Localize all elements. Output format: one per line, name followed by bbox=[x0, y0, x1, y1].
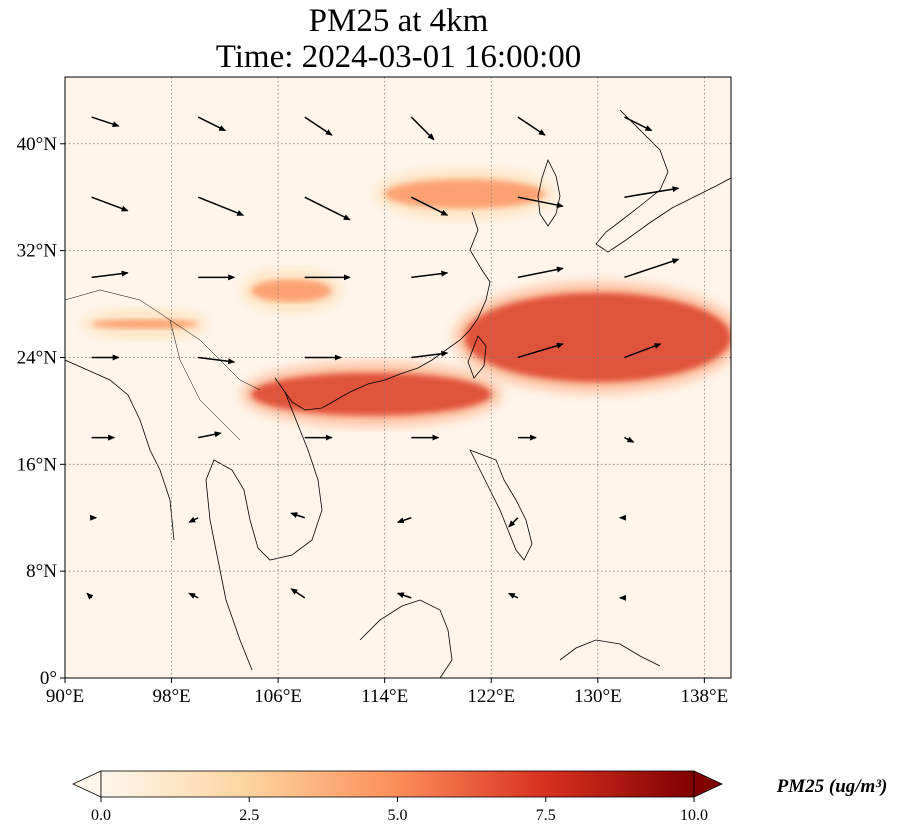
y-tick-label: 8°N bbox=[26, 561, 57, 582]
x-tick-label: 130°E bbox=[574, 686, 622, 707]
pm25-field bbox=[65, 77, 731, 678]
japan-coastline bbox=[595, 109, 731, 253]
y-axis-ticks: 0° 8°N 16°N 24°N 32°N 40°N bbox=[17, 134, 65, 689]
colorbar-tick-label: 7.5 bbox=[536, 807, 556, 824]
wind-arrow bbox=[91, 116, 120, 128]
borneo-coastline bbox=[359, 599, 453, 678]
y-tick-label: 40°N bbox=[17, 134, 58, 155]
x-axis-ticks: 90°E 98°E 106°E 114°E 122°E 130°E 138°E bbox=[46, 678, 728, 707]
pm25-plumes bbox=[81, 169, 731, 426]
wind-arrow bbox=[624, 116, 653, 132]
pm25-plume-core bbox=[251, 279, 332, 303]
x-tick-label: 106°E bbox=[254, 686, 302, 707]
wind-arrow bbox=[410, 116, 435, 141]
wind-arrow bbox=[91, 196, 129, 212]
y-tick-label: 32°N bbox=[17, 241, 58, 262]
colorbar-extend-min bbox=[72, 770, 102, 798]
wind-arrow bbox=[517, 266, 564, 279]
wind-arrow bbox=[517, 342, 564, 359]
x-tick-label: 138°E bbox=[681, 686, 729, 707]
wind-arrow bbox=[411, 270, 449, 279]
colorbar-ticks: 0.0 2.5 5.0 7.5 10.0 bbox=[91, 797, 708, 824]
colorbar-tick-label: 2.5 bbox=[239, 807, 259, 824]
colorbar-label: PM25 (ug/m³) bbox=[776, 776, 888, 797]
colorbar-gradient bbox=[100, 770, 695, 798]
pm25-plume-core bbox=[384, 179, 545, 209]
wind-arrow bbox=[290, 512, 305, 519]
coastlines bbox=[65, 109, 731, 678]
indochina-coastline bbox=[205, 391, 323, 671]
y-tick-label: 16°N bbox=[17, 454, 58, 475]
map-subtitle: Time: 2024-03-01 16:00:00 bbox=[215, 39, 582, 75]
map-title: PM25 at 4km bbox=[308, 3, 489, 39]
wind-vectors bbox=[86, 116, 680, 601]
wind-arrow bbox=[508, 517, 519, 528]
wind-arrow bbox=[197, 196, 245, 216]
wind-arrow bbox=[517, 116, 546, 136]
korea-coastline bbox=[537, 158, 561, 227]
wind-arrow bbox=[304, 116, 333, 136]
wind-arrow bbox=[188, 592, 199, 599]
myanmar-coastline bbox=[65, 359, 175, 541]
wind-arrow bbox=[197, 116, 227, 132]
colorbar-tick-label: 10.0 bbox=[680, 807, 708, 824]
colorbar: 0.0 2.5 5.0 7.5 10.0 PM25 (ug/m³) bbox=[72, 770, 888, 824]
wind-arrow bbox=[624, 258, 680, 279]
colorbar-tick-label: 0.0 bbox=[91, 807, 111, 824]
wind-arrow bbox=[86, 592, 94, 600]
pm25-plume-core bbox=[91, 319, 199, 329]
wind-arrow bbox=[411, 350, 449, 359]
wind-arrow bbox=[198, 356, 236, 365]
wind-arrow bbox=[410, 196, 449, 216]
wind-arrow bbox=[91, 270, 129, 279]
x-tick-label: 122°E bbox=[467, 686, 515, 707]
colorbar-extend-max bbox=[693, 770, 723, 798]
x-tick-label: 114°E bbox=[361, 686, 408, 707]
wind-arrow bbox=[188, 516, 199, 523]
x-tick-label: 90°E bbox=[46, 686, 84, 707]
china-coastline bbox=[274, 211, 491, 411]
wind-arrow bbox=[517, 196, 564, 208]
wind-arrow bbox=[624, 186, 680, 198]
y-tick-label: 24°N bbox=[17, 347, 58, 368]
wind-arrow bbox=[304, 196, 351, 221]
wind-arrow bbox=[198, 431, 222, 439]
plot-frame bbox=[64, 76, 732, 679]
graticule bbox=[65, 77, 731, 678]
inland-borders bbox=[65, 289, 261, 441]
philippines-coastline bbox=[469, 449, 533, 561]
wind-arrow bbox=[290, 588, 306, 599]
wind-arrow bbox=[396, 592, 412, 599]
wind-arrow bbox=[396, 517, 412, 524]
new-guinea-coastline bbox=[559, 639, 661, 667]
colorbar-tick-label: 5.0 bbox=[388, 807, 408, 824]
wind-arrow bbox=[624, 436, 635, 443]
wind-arrow bbox=[624, 343, 662, 359]
wind-arrow bbox=[507, 592, 519, 599]
x-tick-label: 98°E bbox=[152, 686, 190, 707]
pm25-plume-core bbox=[251, 372, 492, 416]
y-tick-label: 0° bbox=[40, 668, 57, 689]
